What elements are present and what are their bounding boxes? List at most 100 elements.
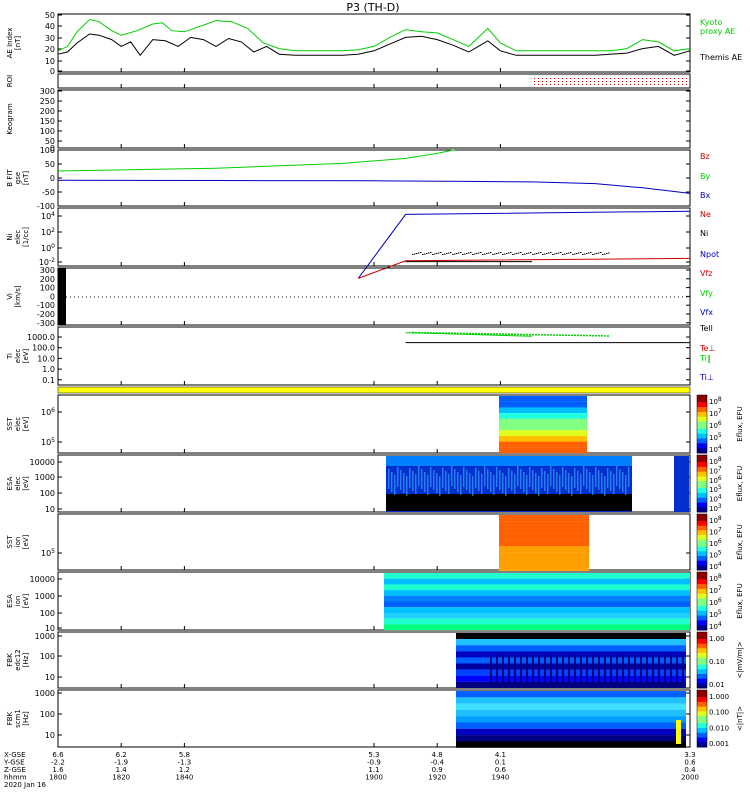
roi-dot <box>590 78 591 79</box>
ti-noise <box>439 332 441 334</box>
colorbar-esa1-segment <box>697 469 707 473</box>
roi-dot <box>650 78 651 79</box>
colorbar-fbk1-label: 0.10 <box>709 658 725 666</box>
esa1-stripe <box>550 466 552 486</box>
esa1-stripe <box>619 469 621 489</box>
ti-noise <box>427 332 429 334</box>
panel-sst1-ylabel: [eV] <box>22 416 30 431</box>
roi-dot <box>654 81 655 82</box>
colorbar-esa2-title: Eflux, EFU <box>736 583 744 618</box>
panel-fbk2-ytick-label: 1000 <box>35 689 55 698</box>
xaxis-tick-label: 1900 <box>365 774 383 782</box>
roi-dot <box>674 84 675 85</box>
panel-bfit-ytick-label: 100 <box>40 146 55 155</box>
roi-dot <box>630 81 631 82</box>
fbk1-stripe <box>580 655 582 688</box>
colorbar-sst1-segment <box>697 419 707 423</box>
fbk1-stripe <box>682 655 684 688</box>
xaxis-tick-label: 1.4 <box>116 766 128 774</box>
fbk1-band <box>456 669 686 676</box>
panel-ae-ytick-label: 0 <box>50 67 55 76</box>
colorbar-esa1-segment <box>697 478 707 482</box>
ni-noise <box>568 252 570 254</box>
roi-dot <box>538 84 539 85</box>
colorbar-fbk2-title: <|nT|> <box>736 706 744 731</box>
yellow-strip <box>57 386 691 394</box>
esa1-stripe <box>592 475 594 495</box>
roi-dot <box>554 81 555 82</box>
colorbar-fbk2-segment <box>697 742 707 746</box>
panel-vi-legend-0: Vfz <box>700 269 713 278</box>
fbk1-band <box>456 651 686 658</box>
panel-sst1-ytick-label: 105 <box>41 437 55 447</box>
roi-dot <box>626 81 627 82</box>
colorbar-esa1-label: 104 <box>709 494 722 504</box>
colorbar-sst2-segment <box>697 521 707 524</box>
ni-noise <box>426 253 428 254</box>
roi-dot <box>562 84 563 85</box>
roi-dot <box>638 81 639 82</box>
bfit-series-0 <box>57 148 457 172</box>
ti-noise <box>493 333 495 335</box>
ni-noise <box>450 252 452 253</box>
xaxis-tick-label: 5.3 <box>368 751 379 759</box>
esa1-stripe <box>454 469 456 489</box>
roi-dot <box>602 78 603 79</box>
ni-noise <box>544 253 546 255</box>
colorbar-sst2-segment <box>697 539 707 543</box>
panel-ae-legend-1: proxy AE <box>700 27 735 36</box>
sst2-block <box>499 564 589 571</box>
esa1-stripe <box>490 472 492 492</box>
colorbar-sst1-segment <box>697 426 707 430</box>
esa1-stripe <box>394 475 396 495</box>
colorbar-esa2-segment <box>697 574 707 578</box>
panel-sst2-ytick-label: 105 <box>41 548 55 558</box>
ni-noise <box>414 253 416 255</box>
esa2-band <box>384 618 690 625</box>
ni-noise <box>458 252 460 254</box>
panel-bfit-frame <box>57 149 691 207</box>
panel-fbk1-ylabel: [Hz] <box>22 653 30 668</box>
fbk2-band <box>456 735 686 742</box>
esa1-stripe <box>565 470 567 490</box>
panel-ti-ylabel: [eV] <box>22 348 30 363</box>
colorbar-sst1-segment <box>697 443 707 447</box>
esa1-stripe <box>391 472 393 492</box>
ti-noise <box>514 333 516 336</box>
roi-dot <box>574 81 575 82</box>
esa1-stripe <box>613 474 615 494</box>
roi-dot <box>614 84 615 85</box>
ti-noise <box>505 333 507 335</box>
xaxis-tick-label: 4.1 <box>495 751 506 759</box>
colorbar-fbk2-segment <box>697 713 707 717</box>
colorbar-fbk2-segment <box>697 730 707 734</box>
esa1-stripe <box>523 472 525 492</box>
fbk1-stripe <box>568 655 570 688</box>
panel-ae-ylabel: AE Index <box>6 28 14 59</box>
fbk1-stripe <box>610 655 612 688</box>
colorbar-sst2-segment <box>697 560 707 564</box>
ni-noise <box>472 254 474 255</box>
panel-vi-ytick-label: -300 <box>37 319 55 328</box>
panel-esa2-ytick-label: 10000 <box>30 575 55 584</box>
panel-bfit-ytick-label: -100 <box>37 202 55 211</box>
roi-dot <box>642 81 643 82</box>
panel-fbk2-ytick-label: 100 <box>40 710 55 719</box>
ti-noise <box>553 334 555 336</box>
ni-noise <box>590 252 592 253</box>
ni-noise <box>604 253 606 255</box>
xaxis-tick-label: -1.3 <box>178 759 192 767</box>
panel-vi-ytick-label: -200 <box>37 310 55 319</box>
roi-dot <box>586 78 587 79</box>
esa1-stripe <box>505 476 507 496</box>
colorbar-esa2-segment <box>697 601 707 604</box>
colorbar-sst2-segment <box>697 532 707 536</box>
esa1-stripe <box>529 467 531 487</box>
fbk1-stripe <box>628 655 630 688</box>
panel-ae-ytick-label: 40 <box>45 22 55 31</box>
esa1-stripe <box>388 469 390 489</box>
fbk1-band <box>456 645 686 652</box>
ni-noise <box>534 253 536 255</box>
ti-noise <box>541 334 543 336</box>
sst1-block <box>499 424 587 431</box>
